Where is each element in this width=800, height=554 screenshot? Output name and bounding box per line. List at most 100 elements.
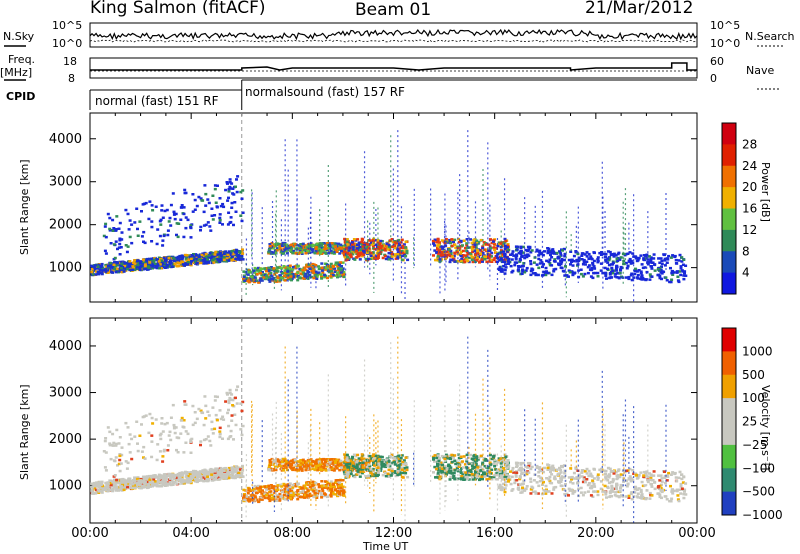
velocity-echo [114,456,118,459]
power-echo [441,247,445,250]
velocity-echo [136,481,140,485]
velocity-echo [339,484,343,487]
velocity-echo [91,491,95,495]
velocity-echo [404,456,408,459]
velocity-echo [216,470,220,473]
velocity-echo [94,491,98,495]
power-echo [240,255,244,258]
velocity-echo [116,464,119,467]
power-echo [172,210,176,214]
velocity-echo [202,472,206,475]
power-echo [226,199,230,202]
power-echo [246,273,250,276]
velocity-echo [101,487,105,490]
power-echo [462,239,466,242]
power-echo [109,261,112,265]
velocity-echo [393,470,397,473]
velocity-echo [91,486,94,489]
power-echo [371,244,375,248]
power-echo [108,227,112,231]
power-echo [351,248,355,251]
power-echo [401,246,405,250]
power-echo [230,250,234,253]
velocity-echo [96,481,100,485]
velocity-echo [342,462,346,466]
velocity-echo [112,481,116,484]
power-echo [366,257,370,261]
power-echo [298,249,302,252]
velocity-echo [186,478,190,482]
velocity-echo [278,461,282,464]
power-echo [375,252,379,255]
power-echo [336,265,340,268]
power-echo [306,272,310,276]
power-echo [229,187,233,190]
velocity-echo [227,476,231,480]
power-echo [362,249,365,253]
velocity-echo [230,476,234,479]
power-echo [226,253,230,257]
velocity-echo [371,460,375,464]
velocity-echo [490,478,494,481]
x-tick-label: 12:00 [375,526,412,541]
velocity-echo [288,463,292,466]
velocity-echo [320,487,324,491]
velocity-echo [170,483,174,486]
power-echo [492,242,496,246]
velocity-echo [176,451,180,454]
power-echo [347,257,351,260]
power-echo [486,255,489,258]
power-echo [135,207,139,210]
power-echo [330,273,333,276]
velocity-colorbar-segment [722,328,736,352]
velocity-echo [96,483,100,486]
power-echo [136,260,140,263]
velocity-echo [100,480,104,484]
velocity-echo [164,477,168,480]
x-tick-label: 08:00 [274,526,311,541]
power-echo [128,235,132,239]
power-echo [336,271,339,275]
power-echo [200,253,204,257]
velocity-echo [299,459,303,462]
velocity-echo [131,486,134,490]
velocity-echo [118,454,122,458]
velocity-echo [320,458,324,461]
velocity-echo [231,398,235,402]
velocity-echo [369,468,373,471]
velocity-echo [332,469,336,472]
velocity-echo [108,442,112,445]
power-echo [307,263,311,266]
velocity-echo [262,495,266,498]
power-echo [487,249,491,252]
power-echo [329,271,333,275]
velocity-echo [291,486,295,489]
power-echo [288,269,292,273]
velocity-echo [265,488,268,491]
velocity-echo [239,402,243,405]
power-echo [123,266,127,269]
velocity-echo [338,485,341,488]
power-echo [151,265,155,268]
velocity-echo [161,430,165,433]
power-echo [143,267,147,270]
power-echo [136,263,140,267]
velocity-echo [370,473,374,476]
velocity-echo [319,463,323,466]
velocity-echo [315,458,319,462]
velocity-colorbar-tick: −100 [742,461,775,475]
power-echo [204,192,208,196]
velocity-echo [303,493,307,497]
power-echo [166,229,170,232]
velocity-echo [98,486,102,490]
velocity-echo [259,485,263,489]
power-echo [262,276,266,279]
power-echo [268,243,272,246]
velocity-echo [357,471,361,475]
power-echo [433,238,437,241]
power-echo [233,201,237,204]
power-echo [353,258,357,261]
velocity-echo [358,470,362,474]
power-echo [345,258,349,261]
power-echo [291,273,295,276]
